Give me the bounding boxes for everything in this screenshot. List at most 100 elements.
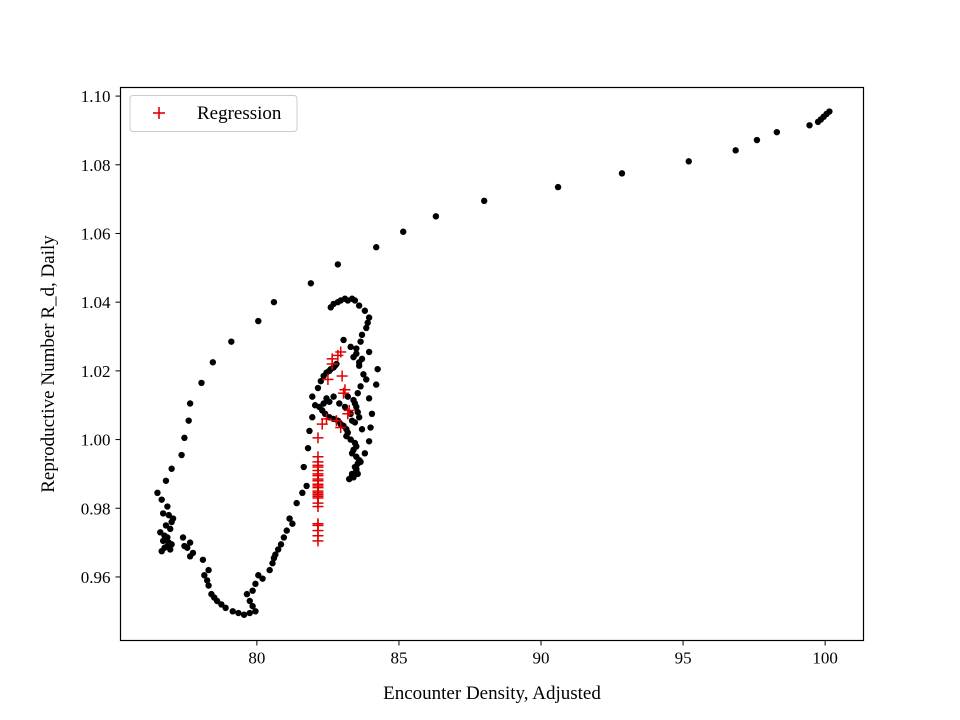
- observed-point: [162, 477, 170, 484]
- legend-box: [129, 95, 298, 132]
- observed-point: [286, 515, 293, 522]
- observed-point: [374, 365, 381, 373]
- observed-point: [365, 395, 373, 402]
- regression-point: [312, 490, 324, 502]
- x-tick-label: 95: [675, 649, 692, 668]
- observed-point: [179, 534, 187, 541]
- observed-point: [304, 444, 312, 452]
- regression-point: [336, 370, 348, 382]
- observed-point: [165, 511, 172, 519]
- observed-point: [357, 383, 364, 390]
- observed-point: [243, 590, 251, 598]
- observed-point: [351, 400, 359, 407]
- y-axis: 0.96 0.98 1.00 1.02 1.04 1.06 1.08 1.10: [81, 87, 121, 587]
- observed-point: [167, 546, 174, 553]
- observed-point: [806, 122, 813, 129]
- observed-point: [368, 410, 376, 417]
- observed-point: [317, 377, 325, 385]
- observed-point: [255, 572, 262, 579]
- observed-point: [277, 541, 285, 548]
- axes-frame: [119, 86, 865, 642]
- observed-point: [323, 395, 330, 402]
- observed-point: [336, 400, 343, 407]
- observed-point: [159, 510, 167, 517]
- regression-point: [343, 404, 355, 416]
- observed-point: [354, 470, 361, 478]
- observed-point: [732, 147, 739, 154]
- observed-point: [186, 539, 194, 546]
- legend: Regression: [129, 95, 298, 132]
- observed-point: [306, 427, 313, 435]
- observed-point: [346, 475, 353, 483]
- observed-point: [303, 482, 310, 490]
- observed-point: [367, 424, 374, 431]
- observed-point: [357, 338, 364, 345]
- observed-point: [480, 197, 488, 205]
- observed-point: [249, 587, 256, 594]
- observed-point: [159, 537, 167, 545]
- observed-point: [158, 496, 165, 503]
- observed-point: [343, 432, 350, 440]
- observed-point: [354, 408, 361, 416]
- regression-point: [335, 346, 347, 358]
- observed-point: [554, 183, 562, 191]
- observed-point: [773, 128, 781, 136]
- observed-point: [363, 324, 370, 332]
- x-tick-label: 100: [812, 649, 838, 668]
- observed-point: [340, 336, 347, 344]
- observed-point: [235, 609, 242, 617]
- y-tick-label: 1.06: [81, 224, 111, 243]
- observed-point: [249, 602, 256, 610]
- observed-point: [178, 451, 185, 459]
- observed-point: [355, 362, 363, 369]
- observed-point: [293, 499, 300, 507]
- regression-point: [322, 373, 334, 385]
- observed-point: [347, 436, 354, 443]
- observed-point: [361, 450, 369, 457]
- y-tick-label: 1.02: [81, 362, 111, 381]
- observed-point: [299, 489, 306, 496]
- observed-point: [222, 604, 229, 612]
- observed-point: [330, 393, 337, 400]
- x-axis-label: Encounter Density, Adjusted: [383, 683, 601, 704]
- observed-point: [186, 553, 194, 560]
- observed-point: [365, 438, 373, 445]
- y-tick-label: 1.08: [81, 156, 111, 175]
- observed-point: [307, 280, 315, 287]
- observed-point: [309, 414, 316, 421]
- x-tick-label: 90: [533, 649, 550, 668]
- observed-point: [246, 609, 253, 617]
- observed-point: [266, 566, 273, 574]
- observed-point: [357, 458, 364, 466]
- regression-point: [312, 480, 324, 492]
- y-tick-label: 0.96: [81, 568, 111, 587]
- observed-point: [334, 261, 342, 268]
- observed-point: [158, 548, 165, 555]
- observed-point: [186, 400, 194, 407]
- observed-point: [162, 522, 170, 529]
- observed-point: [201, 572, 208, 579]
- observed-point: [373, 244, 380, 251]
- observed-point: [168, 465, 175, 472]
- observed-point: [618, 170, 626, 177]
- observed-point: [259, 575, 266, 582]
- observed-point: [252, 608, 259, 615]
- points-layer: [154, 108, 833, 618]
- y-tick-label: 1.00: [81, 431, 111, 450]
- observed-point: [229, 608, 236, 615]
- regression-point: [339, 384, 351, 396]
- observed-point: [320, 400, 327, 407]
- observed-point: [246, 597, 253, 605]
- observed-point: [185, 417, 192, 424]
- observed-point: [309, 393, 316, 400]
- observed-point: [432, 213, 440, 220]
- regression-point: [312, 432, 324, 444]
- legend-marker-regression: [153, 107, 165, 119]
- observed-point: [361, 307, 369, 314]
- observed-point: [348, 470, 356, 478]
- observed-point: [203, 577, 211, 584]
- observed-point: [154, 489, 161, 496]
- y-axis-label: Reproductive Number R_d, Daily: [38, 235, 59, 493]
- regression-point: [330, 415, 342, 427]
- observed-point: [753, 136, 761, 144]
